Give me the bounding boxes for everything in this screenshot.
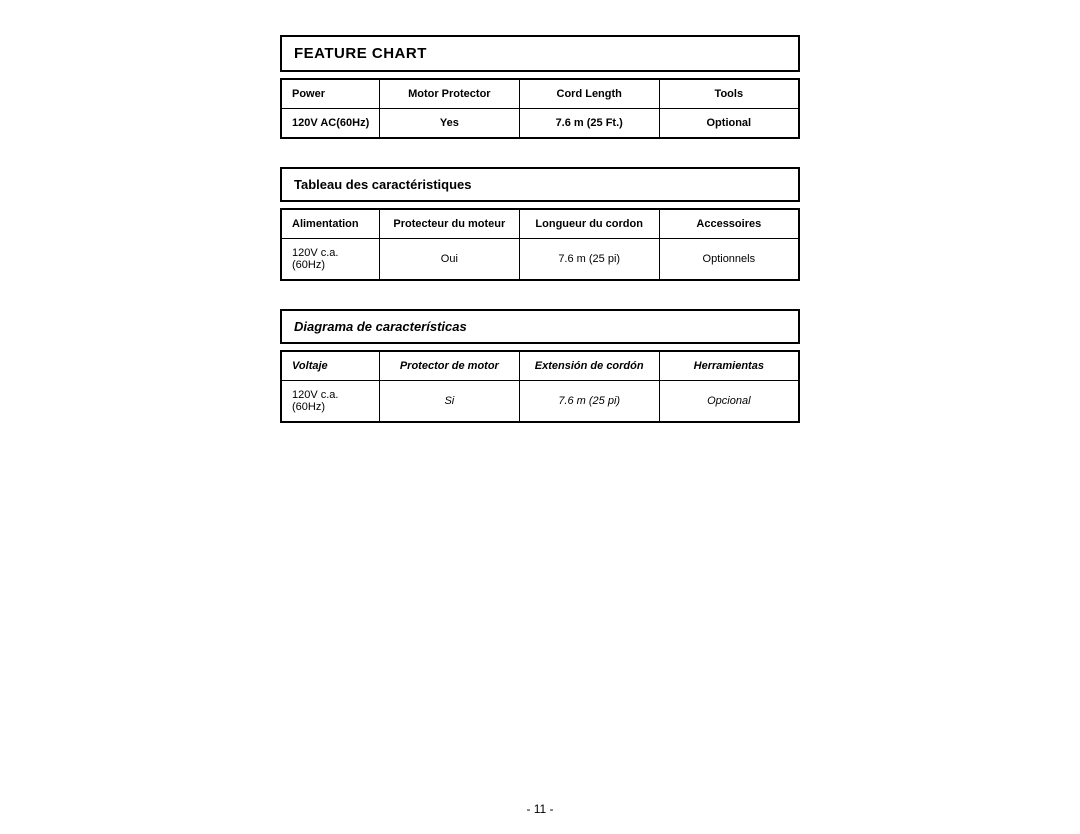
col-header: Protecteur du moteur [379,209,519,239]
feature-table-fr: Alimentation Protecteur du moteur Longue… [280,208,800,281]
page-number: - 11 - [0,802,1080,816]
cell: Optionnels [659,239,799,281]
col-header: Cord Length [519,79,659,109]
cell: Yes [379,109,519,139]
cell: 7.6 m (25 pi) [519,381,659,423]
table-header-row: Voltaje Protector de motor Extensión de … [281,351,799,381]
cell: 120V c.a. (60Hz) [281,381,379,423]
cell: 120V AC(60Hz) [281,109,379,139]
table-row: 120V c.a. (60Hz) Si 7.6 m (25 pi) Opcion… [281,381,799,423]
cell: Si [379,381,519,423]
col-header: Herramientas [659,351,799,381]
col-header: Longueur du cordon [519,209,659,239]
table-row: 120V AC(60Hz) Yes 7.6 m (25 Ft.) Optiona… [281,109,799,139]
cell: Oui [379,239,519,281]
cell: 120V c.a. (60Hz) [281,239,379,281]
feature-chart-title-fr: Tableau des caractéristiques [280,167,800,202]
col-header: Tools [659,79,799,109]
col-header: Power [281,79,379,109]
col-header: Extensión de cordón [519,351,659,381]
col-header: Voltaje [281,351,379,381]
cell: 7.6 m (25 Ft.) [519,109,659,139]
col-header: Protector de motor [379,351,519,381]
table-header-row: Alimentation Protecteur du moteur Longue… [281,209,799,239]
feature-chart-title-en: FEATURE CHART [280,35,800,72]
cell: 7.6 m (25 pi) [519,239,659,281]
feature-chart-title-es: Diagrama de características [280,309,800,344]
feature-table-en: Power Motor Protector Cord Length Tools … [280,78,800,139]
feature-table-es: Voltaje Protector de motor Extensión de … [280,350,800,423]
table-header-row: Power Motor Protector Cord Length Tools [281,79,799,109]
col-header: Accessoires [659,209,799,239]
cell: Opcional [659,381,799,423]
cell: Optional [659,109,799,139]
document-page: FEATURE CHART Power Motor Protector Cord… [280,0,800,423]
table-row: 120V c.a. (60Hz) Oui 7.6 m (25 pi) Optio… [281,239,799,281]
col-header: Alimentation [281,209,379,239]
col-header: Motor Protector [379,79,519,109]
